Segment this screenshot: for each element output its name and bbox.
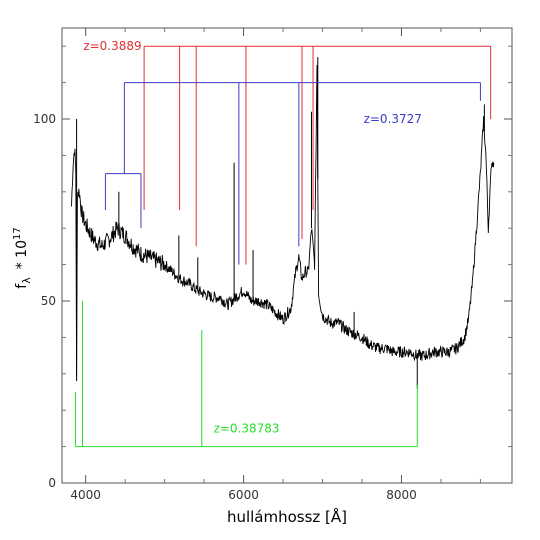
line-systems: z=0.3889 z=0.3727 z=0.38783 [74, 39, 492, 448]
y-axis-title-f: f [14, 283, 30, 289]
line-system-2: z=0.38783 [74, 301, 418, 448]
line-system-label: z=0.3727 [364, 112, 422, 126]
y-tick-label: 0 [48, 476, 56, 490]
y-tick-label: 50 [41, 294, 56, 308]
line-system-label: z=0.3889 [83, 39, 141, 53]
y-axis-title: fλ * 1017 [12, 227, 33, 288]
y-axis-ticks: 0 50 100 [33, 45, 512, 490]
x-tick-label: 4000 [70, 488, 101, 502]
y-axis-title-times: * 10 [14, 240, 30, 269]
line-system-1: z=0.3727 [104, 82, 481, 265]
line-system-label: z=0.38783 [214, 421, 280, 435]
spectrum [71, 57, 495, 389]
y-axis-title-exponent: 17 [12, 227, 23, 240]
x-axis-title: hullámhossz [Å] [227, 507, 347, 526]
y-tick-label: 100 [33, 112, 56, 126]
y-axis-title-lambda: λ [20, 277, 33, 284]
plot-frame [61, 27, 513, 484]
svg-text:fλ* 1017: fλ * 1017 [12, 227, 33, 288]
spectrum-line [71, 65, 495, 377]
line-system-0: z=0.3889 [83, 39, 492, 265]
x-tick-label: 6000 [228, 488, 259, 502]
x-tick-label: 8000 [386, 488, 417, 502]
x-axis-ticks: 4000 6000 8000 [70, 28, 481, 502]
